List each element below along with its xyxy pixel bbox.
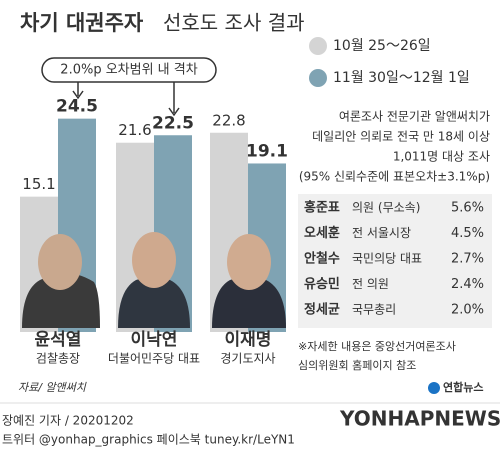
other-name: 정세균	[304, 302, 340, 318]
legend-label: 11월 30일～12월 1일	[333, 70, 470, 86]
others-box	[298, 194, 492, 328]
value-label: 21.6	[118, 121, 151, 139]
photo	[22, 272, 100, 328]
survey-note: 데일리안 의뢰로 전국 만 18세 이상	[312, 130, 490, 144]
photo	[132, 232, 176, 288]
source: 자료/ 알앤써치	[18, 381, 87, 394]
other-value: 4.5%	[451, 226, 484, 241]
value-label: 15.1	[22, 175, 55, 193]
other-role: 의원 (무소속)	[352, 201, 420, 215]
other-name: 홍준표	[304, 200, 340, 216]
logo-icon	[428, 382, 440, 394]
other-value: 2.7%	[451, 252, 484, 267]
survey-note: 1,011명 대상 조사	[393, 150, 490, 164]
other-value: 2.0%	[451, 303, 484, 318]
value-label: 22.8	[212, 111, 245, 129]
other-role: 국무총리	[352, 303, 396, 317]
other-value: 5.6%	[451, 201, 484, 216]
other-role: 전 의원	[352, 277, 389, 291]
category-subtitle: 더불어민주당 대표	[108, 352, 200, 366]
logo: 연합뉴스	[443, 380, 483, 394]
footnote: 심의위원회 홈페이지 참조	[298, 358, 416, 372]
value-label: 24.5	[56, 97, 98, 117]
other-name: 안철수	[304, 251, 340, 267]
annotation-arrow	[168, 82, 180, 117]
category-label: 윤석열	[35, 330, 82, 350]
photo	[212, 277, 286, 328]
category-label: 이재명	[225, 330, 272, 350]
photo	[38, 234, 82, 290]
chart-subtitle: 선호도 조사 결과	[163, 11, 305, 35]
category-subtitle: 검찰총장	[36, 352, 80, 366]
survey-note: (95% 신뢰수준에 표본오차±3.1%p)	[299, 170, 490, 184]
other-role: 전 서울시장	[352, 226, 411, 240]
category-subtitle: 경기도지사	[220, 352, 275, 366]
legend-swatch	[309, 69, 327, 87]
value-label: 22.5	[152, 113, 194, 133]
chart-title: 차기 대권주자	[20, 11, 144, 35]
social: 트위터 @yonhap_graphics 페이스북 tuney.kr/LeYN1	[2, 433, 295, 447]
footnote: ※자세한 내용은 중앙선거여론조사	[298, 340, 456, 353]
category-label: 이낙연	[131, 330, 178, 350]
other-name: 오세훈	[304, 225, 340, 241]
survey-note: 여론조사 전문기관 알앤써치가	[339, 110, 490, 124]
other-name: 유승민	[304, 276, 340, 292]
annotation: 2.0%p 오차범위 내 격차	[60, 63, 197, 78]
legend-label: 10월 25～26일	[333, 38, 431, 54]
photo	[227, 234, 271, 290]
annotation-arrow	[72, 82, 84, 100]
annotation-box	[41, 57, 217, 83]
other-value: 2.4%	[451, 277, 484, 292]
legend-swatch	[309, 37, 327, 55]
photo	[118, 277, 190, 328]
value-label: 19.1	[246, 141, 288, 161]
other-role: 국민의당 대표	[352, 252, 422, 266]
watermark: YONHAPNEWS	[339, 407, 500, 431]
byline: 장예진 기자 / 20201202	[2, 414, 134, 428]
photos	[22, 232, 286, 328]
